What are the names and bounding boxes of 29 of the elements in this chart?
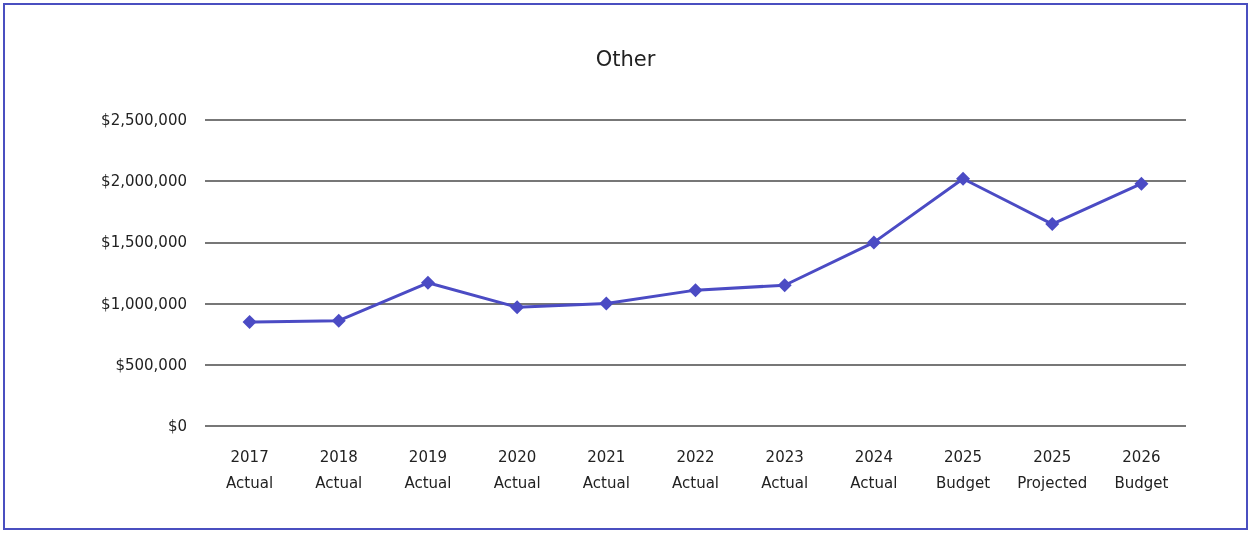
point	[1045, 217, 1060, 232]
y-tick-label: $2,000,000	[101, 172, 187, 191]
chart-title: Other	[595, 46, 656, 71]
point	[1134, 176, 1149, 191]
x-tick-label: 2019 Actual	[404, 448, 452, 492]
x-tick-label: 2024 Actual	[850, 448, 898, 492]
x-tick-label: 2017 Actual	[226, 448, 274, 492]
point	[242, 314, 257, 329]
point	[599, 296, 614, 311]
point	[956, 171, 971, 186]
y-tick-label: $0	[167, 417, 187, 435]
x-tick-label: 2022 Actual	[672, 448, 719, 492]
point	[420, 275, 435, 290]
point	[331, 313, 346, 328]
y-tick-label: $1,000,000	[101, 294, 187, 313]
y-tick-label: $500,000	[115, 355, 187, 374]
x-tick-label: 2021 Actual	[582, 448, 630, 492]
x-tick-label: 2023 Actual	[761, 448, 809, 492]
x-tick-label: 2020 Actual	[493, 448, 541, 492]
point	[866, 235, 881, 250]
point	[688, 283, 703, 298]
x-tick-label: 2025 Budget	[936, 448, 991, 492]
point	[777, 278, 792, 293]
x-tick-label: 2026 Budget	[1114, 448, 1169, 492]
x-tick-label: 2025 Projected	[1017, 448, 1088, 492]
y-tick-label: $2,500,000	[101, 111, 187, 129]
x-tick-label: 2018 Actual	[315, 448, 363, 492]
y-tick-label: $1,500,000	[101, 233, 187, 252]
point	[510, 300, 525, 315]
